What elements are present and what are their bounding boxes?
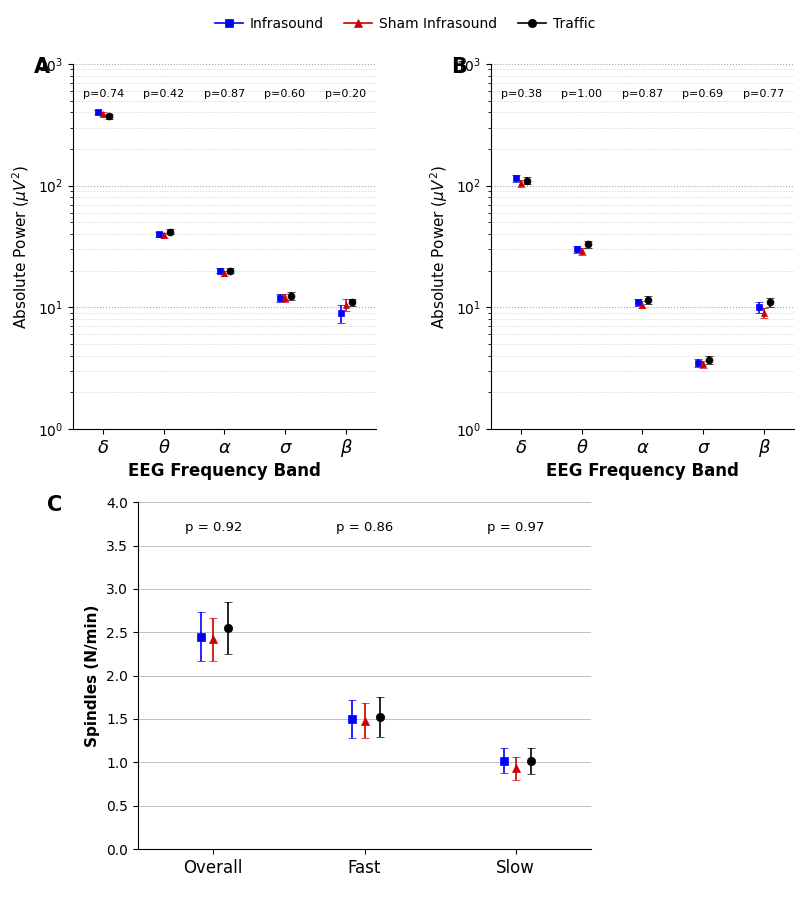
Y-axis label: Absolute Power ($\mu V^2$): Absolute Power ($\mu V^2$) [428,164,450,329]
Text: p=0.60: p=0.60 [264,89,305,100]
X-axis label: EEG Frequency Band: EEG Frequency Band [546,462,739,480]
Text: C: C [47,495,62,515]
Text: p=1.00: p=1.00 [561,89,603,100]
Legend: Infrasound, Sham Infrasound, Traffic: Infrasound, Sham Infrasound, Traffic [209,12,601,37]
Text: p = 0.86: p = 0.86 [336,521,393,534]
Text: p = 0.92: p = 0.92 [185,521,242,534]
Text: A: A [33,57,49,77]
X-axis label: EEG Frequency Band: EEG Frequency Band [128,462,321,480]
Text: p=0.38: p=0.38 [501,89,542,100]
Text: p=0.77: p=0.77 [743,89,784,100]
Text: p=0.69: p=0.69 [682,89,723,100]
Text: p=0.42: p=0.42 [143,89,185,100]
Text: p=0.87: p=0.87 [622,89,663,100]
Y-axis label: Spindles (N/min): Spindles (N/min) [85,604,100,747]
Text: p=0.74: p=0.74 [83,89,124,100]
Y-axis label: Absolute Power ($\mu V^2$): Absolute Power ($\mu V^2$) [11,164,32,329]
Text: p=0.87: p=0.87 [204,89,245,100]
Text: p=0.20: p=0.20 [325,89,366,100]
Text: p = 0.97: p = 0.97 [487,521,544,534]
Text: B: B [451,57,467,77]
